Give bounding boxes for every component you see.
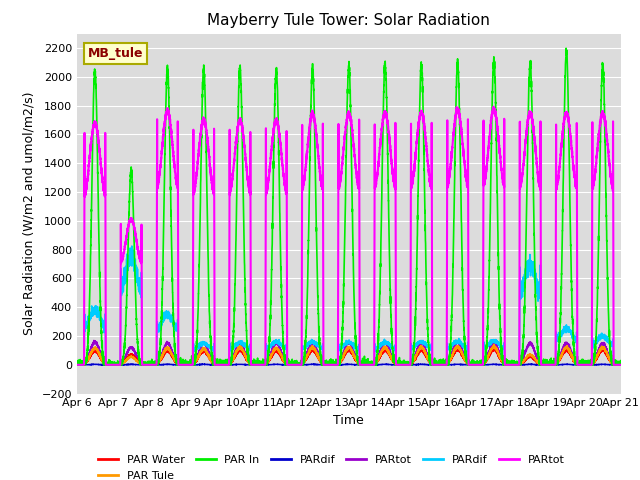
Legend: PAR Water, PAR Tule, PAR In, PARdif, PARtot, PARdif, PARtot: PAR Water, PAR Tule, PAR In, PARdif, PAR… (93, 451, 569, 480)
X-axis label: Time: Time (333, 414, 364, 427)
Y-axis label: Solar Radiation (W/m2 and umol/m2/s): Solar Radiation (W/m2 and umol/m2/s) (23, 92, 36, 336)
Title: Mayberry Tule Tower: Solar Radiation: Mayberry Tule Tower: Solar Radiation (207, 13, 490, 28)
Text: MB_tule: MB_tule (88, 47, 143, 60)
